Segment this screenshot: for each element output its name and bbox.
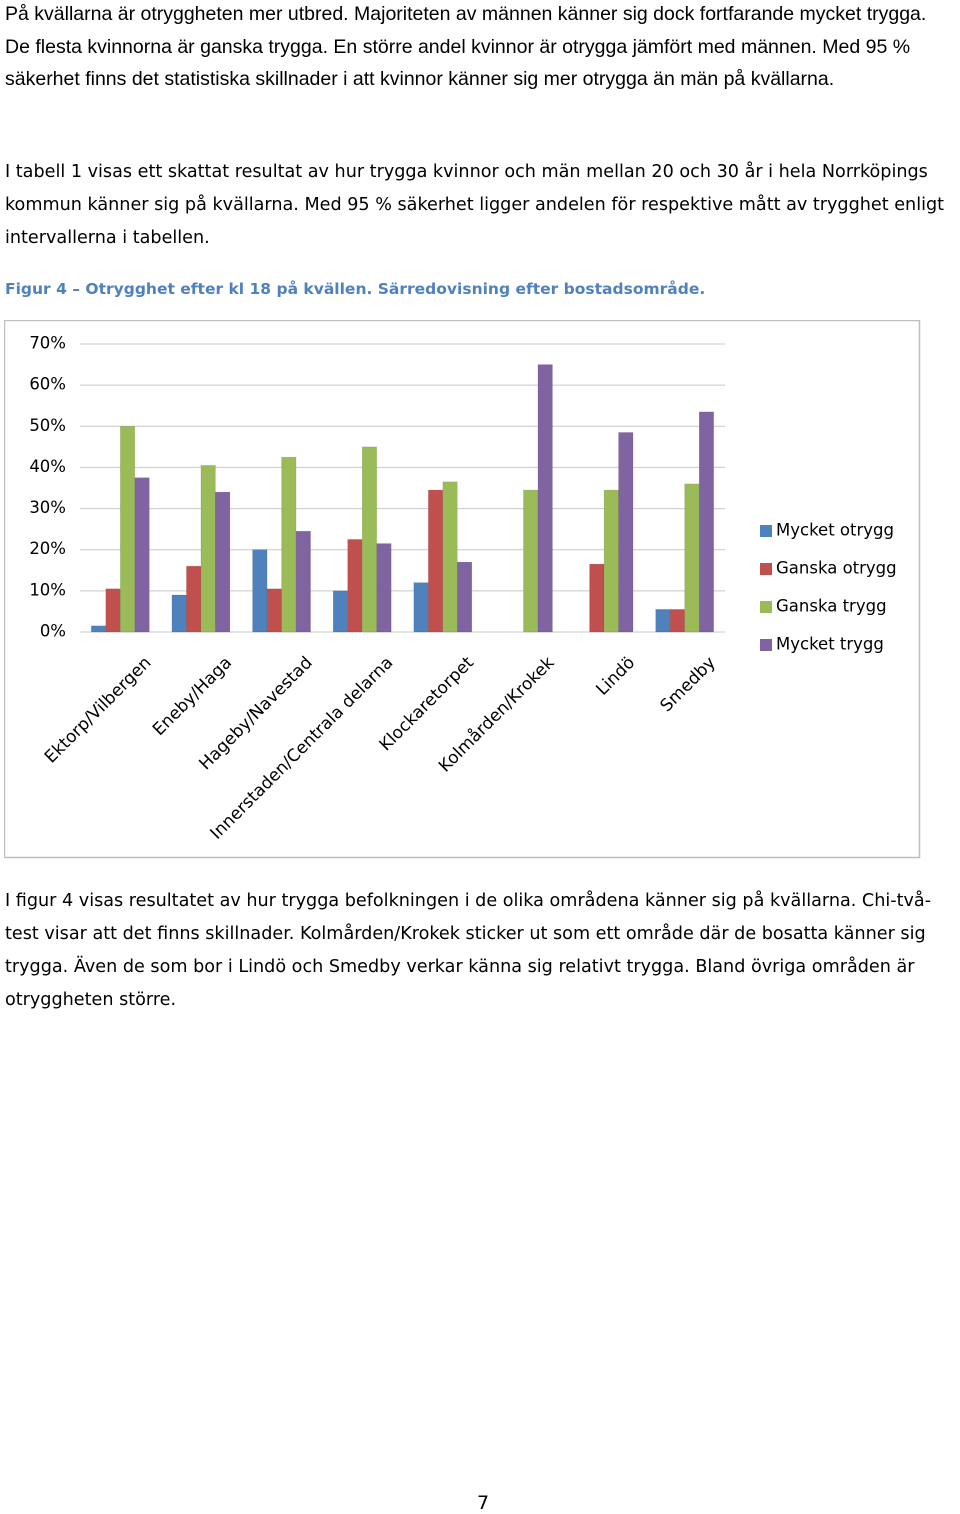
bar xyxy=(655,609,671,633)
bar xyxy=(120,426,136,633)
bar xyxy=(618,432,634,633)
bar xyxy=(91,625,107,633)
bar xyxy=(684,483,700,633)
bar xyxy=(376,543,392,633)
bar xyxy=(361,446,377,633)
paragraph: På kvällarna är otryggheten mer utbred. … xyxy=(5,3,927,90)
bar xyxy=(698,411,714,633)
y-tick-label: 10% xyxy=(29,580,66,599)
legend-swatch xyxy=(760,639,772,651)
bar xyxy=(215,491,231,633)
paragraph: I figur 4 visas resultatet av hur trygga… xyxy=(5,891,932,1010)
bar xyxy=(413,582,429,633)
figure-caption: Figur 4 – Otrygghet efter kl 18 på kväll… xyxy=(5,280,706,298)
bar xyxy=(134,477,150,633)
y-tick-label: 30% xyxy=(29,498,66,517)
bar xyxy=(171,594,187,633)
bar xyxy=(428,489,444,633)
legend-label: Mycket otrygg xyxy=(776,521,894,540)
bar xyxy=(332,590,348,633)
bar xyxy=(603,489,619,633)
legend-label: Ganska otrygg xyxy=(776,559,897,578)
paragraph: I tabell 1 visas ett skattat resultat av… xyxy=(5,162,945,248)
y-tick-label: 70% xyxy=(29,334,66,353)
y-tick-label: 40% xyxy=(29,457,66,476)
bar xyxy=(200,465,216,633)
bar xyxy=(295,530,311,633)
bar xyxy=(537,364,553,633)
bar xyxy=(442,481,458,633)
y-tick-label: 50% xyxy=(29,416,66,435)
legend-swatch xyxy=(760,563,772,575)
bar xyxy=(347,539,363,633)
legend-swatch xyxy=(760,525,772,537)
bar xyxy=(266,588,282,633)
legend-label: Mycket trygg xyxy=(776,635,884,654)
bar xyxy=(669,609,685,633)
chart: 0%10%20%30%40%50%60%70%Ektorp/VilbergenE… xyxy=(4,320,921,859)
y-tick-label: 20% xyxy=(29,539,66,558)
bar xyxy=(523,489,539,633)
legend-swatch xyxy=(760,601,772,613)
y-tick-label: 60% xyxy=(29,375,66,394)
bar xyxy=(186,565,202,633)
bar xyxy=(457,561,473,633)
legend-label: Ganska trygg xyxy=(776,597,887,616)
y-tick-label: 0% xyxy=(40,622,66,641)
page-number: 7 xyxy=(476,1492,490,1514)
bar xyxy=(589,563,605,633)
bar xyxy=(252,549,268,633)
bar xyxy=(105,588,121,633)
bar xyxy=(281,456,297,633)
